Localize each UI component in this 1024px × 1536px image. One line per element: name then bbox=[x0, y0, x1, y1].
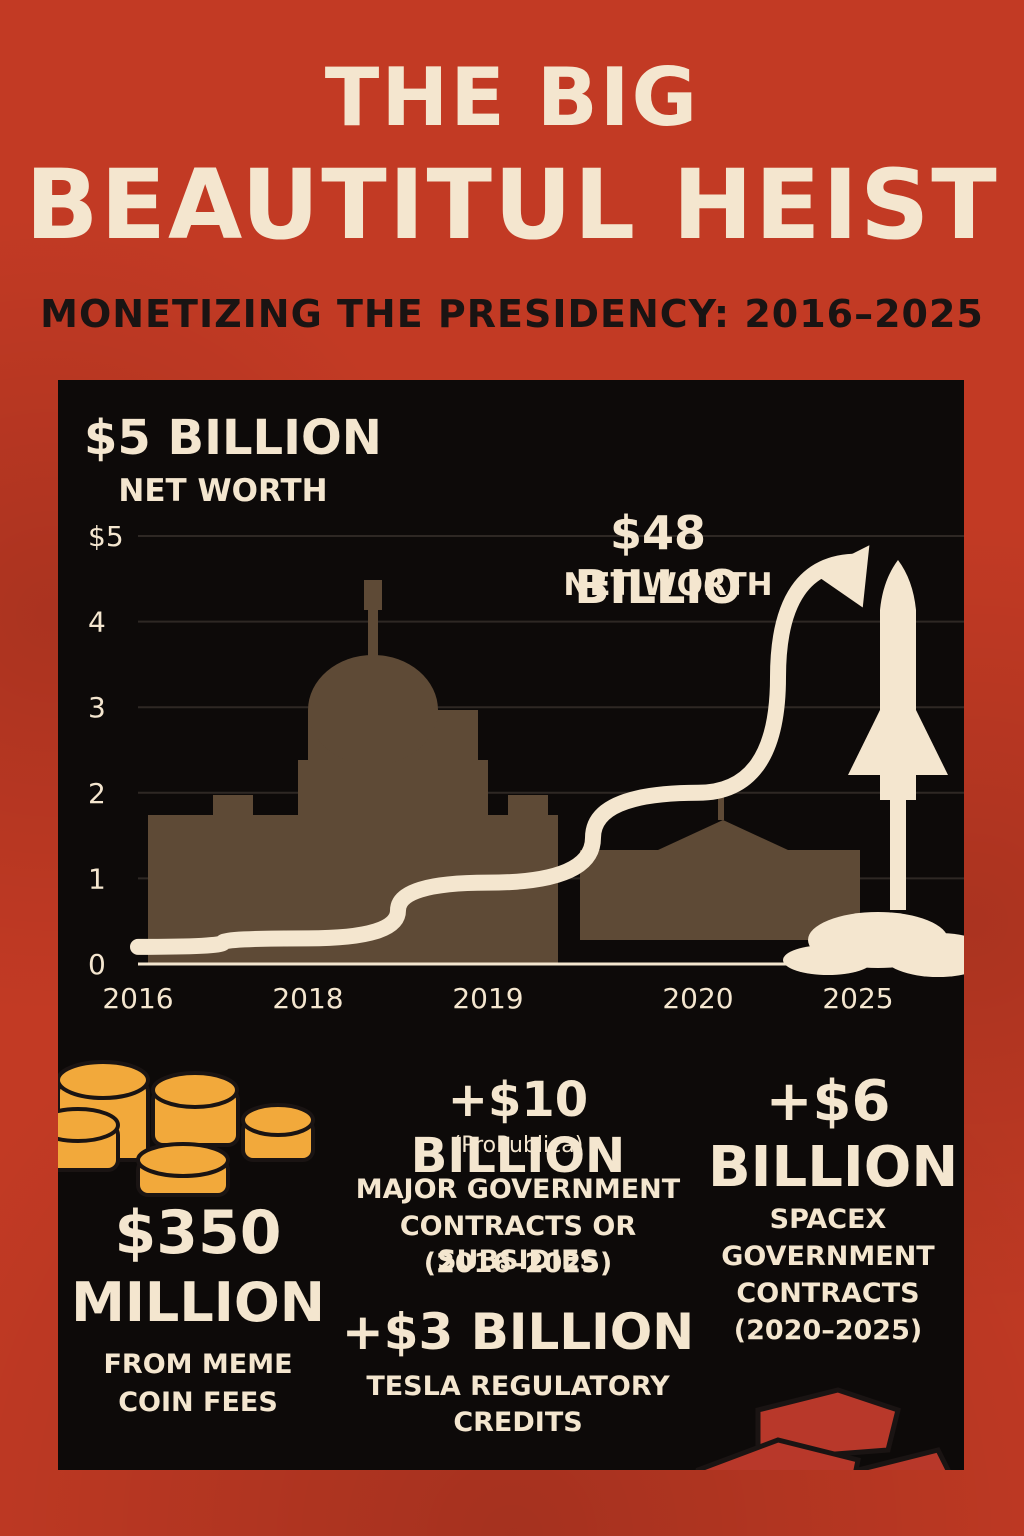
contracts-value: +$10 BILLION bbox=[410, 1072, 626, 1184]
tesla-desc-line-1: TESLA REGULATORY bbox=[366, 1371, 670, 1402]
meme-desc-line-1: FROM MEME bbox=[103, 1349, 293, 1380]
spacex-desc-line-3: CONTRACTS bbox=[736, 1278, 920, 1309]
contracts-desc-line-3: (2016–2025) bbox=[423, 1248, 613, 1279]
x-tick-label: 2016 bbox=[102, 982, 173, 1015]
net-worth-chart: 0 1 2 3 4 $5 2016 2018 2019 2020 2025 bbox=[58, 520, 964, 1470]
x-tick-labels: 2016 2018 2019 2020 2025 bbox=[102, 982, 893, 1015]
white-house-illustration bbox=[580, 785, 860, 940]
y-tick-label: 4 bbox=[88, 606, 106, 639]
spacex-desc-line-1: SPACEX bbox=[769, 1204, 887, 1235]
tesla-desc-line-2: CREDITS bbox=[453, 1407, 583, 1438]
annotation-start-caption: NET WORTH bbox=[118, 473, 328, 509]
coin-stack-illustration bbox=[58, 1060, 315, 1197]
y-tick-label: $5 bbox=[88, 520, 124, 553]
spacex-desc-line-4: (2020–2025) bbox=[733, 1315, 923, 1346]
meme-value-line-1: $350 bbox=[114, 1198, 282, 1268]
spacex-value-line-2: BILLION bbox=[708, 1135, 959, 1200]
gold-bars-illustration bbox=[695, 1387, 951, 1470]
trend-arrow-head bbox=[813, 545, 870, 608]
contracts-source: (ProPublica) bbox=[452, 1133, 584, 1158]
meme-value-line-2: MILLION bbox=[71, 1271, 325, 1334]
y-tick-label: 3 bbox=[88, 691, 106, 724]
tesla-value: +$3 BILLION bbox=[341, 1303, 695, 1361]
annotation-end-value: $48 BILLIO bbox=[574, 506, 742, 614]
x-tick-label: 2018 bbox=[272, 982, 343, 1015]
y-tick-label: 0 bbox=[88, 948, 106, 981]
annotation-end-caption: NET WORTH bbox=[563, 567, 773, 603]
meme-desc-line-2: COIN FEES bbox=[118, 1387, 278, 1418]
contracts-desc-line-2: CONTRACTS OR SUBSIDIES bbox=[399, 1211, 637, 1276]
y-tick-labels: 0 1 2 3 4 $5 bbox=[88, 520, 124, 981]
x-tick-label: 2020 bbox=[662, 982, 733, 1015]
net-worth-series-line bbox=[130, 553, 866, 955]
subtitle: MONETIZING THE PRESIDENCY: 2016–2025 bbox=[40, 292, 984, 336]
infographic-panel: 0 1 2 3 4 $5 2016 2018 2019 2020 2025 $5 BILLION … bbox=[58, 380, 964, 1470]
y-tick-label: 2 bbox=[88, 777, 106, 810]
spacex-value-line-1: +$6 bbox=[765, 1069, 891, 1134]
rocket-illustration bbox=[783, 560, 964, 977]
contracts-desc-line-1: MAJOR GOVERNMENT bbox=[355, 1174, 681, 1205]
capitol-building-illustration bbox=[148, 580, 558, 965]
annotation-start-value: $5 BILLION bbox=[84, 410, 382, 466]
spacex-desc-line-2: GOVERNMENT bbox=[721, 1241, 935, 1272]
title-line-1: THE BIG bbox=[324, 51, 700, 144]
title-line-2: BEAUTITUL HEIST bbox=[25, 149, 999, 261]
x-tick-label: 2025 bbox=[822, 982, 893, 1015]
y-tick-label: 1 bbox=[88, 862, 106, 895]
x-tick-label: 2019 bbox=[452, 982, 523, 1015]
